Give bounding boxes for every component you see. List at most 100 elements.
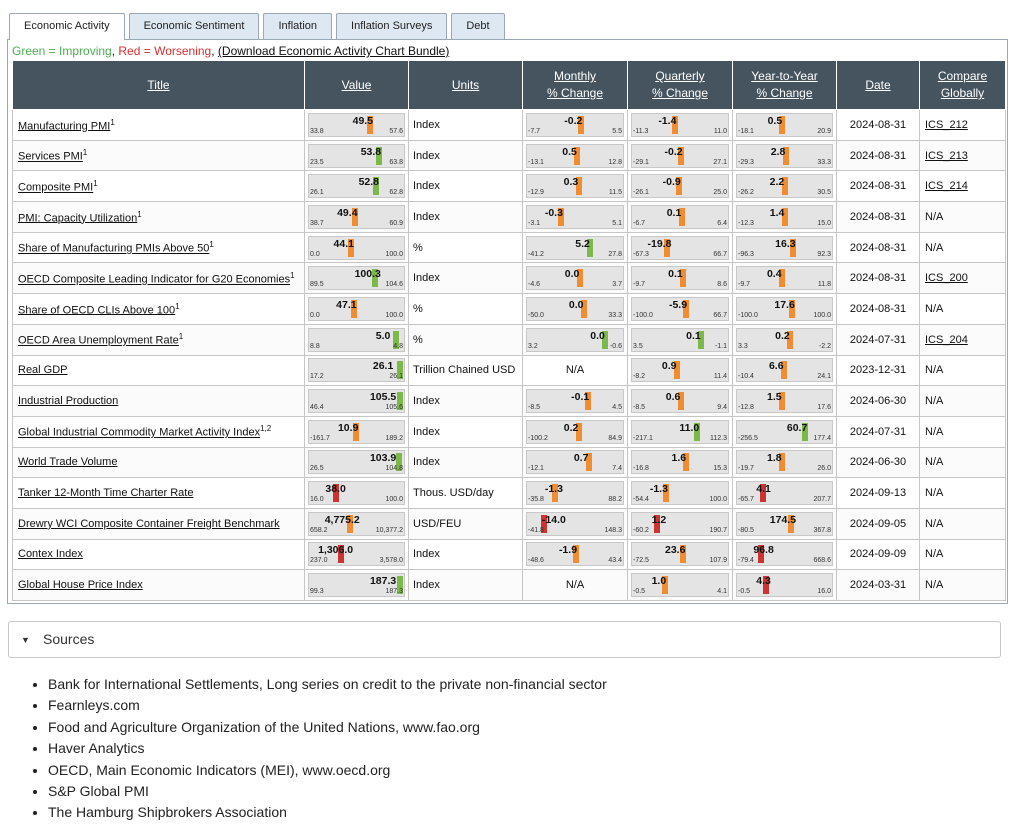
value-indicator-bar [337,545,344,564]
yty-sparkbar: 0.2 3.3 -2.2 [736,327,833,352]
value-range-min: 26.1 [310,189,324,197]
indicator-title-cell: Industrial Production [12,385,305,417]
units-cell: Trillion Chained USD [408,354,523,387]
header-monthly[interactable]: Monthly % Change [522,60,628,110]
yty-change-cell: 6.6 -10.4 24.1 [732,354,837,387]
yty-range-max: 33.3 [817,158,831,166]
value-range-max: 4.8 [393,342,403,350]
value-sparkbar: 4,775.2 658.2 10,377.2 [308,511,405,536]
quarterly-indicator-bar [676,177,683,196]
compare-globally-link[interactable]: ICS_204 [925,333,968,346]
yty-current-value: 2.2 [769,176,785,189]
download-chart-bundle-link[interactable]: (Download Economic Activity Chart Bundle… [217,44,450,58]
indicator-link[interactable]: Tanker 12-Month Time Charter Rate [18,487,194,500]
value-cell: 1,306.0 237.0 3,578.0 [304,538,409,571]
date-cell: 2024-06-30 [836,385,920,417]
header-title[interactable]: Title [12,60,305,110]
quarterly-change-cell: -19.8 -67.3 66.7 [627,231,733,264]
quarterly-current-value: -0.2 [664,145,683,158]
quarterly-change-cell: 1.2 -60.2 190.7 [627,507,733,540]
quarterly-indicator-bar [661,576,668,595]
compare-na: N/A [925,548,944,561]
value-range-max: 63.8 [389,158,403,166]
indicator-link[interactable]: Contex Index [18,548,83,561]
monthly-sparkbar: 0.7 -12.1 7.4 [526,450,624,475]
header-units[interactable]: Units [408,60,523,110]
indicator-link[interactable]: Drewry WCI Composite Container Freight B… [18,517,280,530]
indicator-link[interactable]: Services PMI [18,150,83,163]
quarterly-range-max: 100.0 [709,496,727,504]
quarterly-range-min: -0.5 [633,588,646,596]
compare-na: N/A [925,364,944,377]
value-cell: 52.8 26.1 62.8 [304,170,409,203]
yty-indicator-bar [789,238,796,257]
indicator-link[interactable]: Share of OECD CLIs Above 100 [18,304,176,317]
tab-economic-sentiment[interactable]: Economic Sentiment [128,13,260,39]
tab-debt[interactable]: Debt [451,13,505,39]
value-cell: 38.0 16.0 100.0 [304,477,409,509]
legend-separator-2: , [211,44,218,58]
yty-change-cell: 0.2 3.3 -2.2 [732,323,837,356]
header-units-label: Units [451,77,480,92]
indicator-link[interactable]: Share of Manufacturing PMIs Above 50 [18,242,210,255]
compare-globally-link[interactable]: ICS_212 [925,118,968,131]
value-sparkbar: 100.3 89.5 104.6 [308,266,405,291]
value-cell: 53.8 23.5 63.8 [304,139,409,172]
quarterly-current-value: 0.1 [686,329,701,342]
indicator-link[interactable]: Industrial Production [18,395,119,408]
quarterly-sparkbar: 0.9 -8.2 11.4 [631,358,729,383]
indicator-link[interactable]: Real GDP [18,364,68,377]
monthly-change-cell: -14.0 -41.8 148.3 [522,507,628,540]
compare-globally-link[interactable]: ICS_214 [925,180,968,193]
value-indicator-bar [346,514,353,533]
monthly-range-min: -48.6 [528,557,544,565]
quarterly-range-max: 107.9 [709,557,727,565]
indicator-title-cell: PMI: Capacity Utilization1 [12,201,305,233]
indicator-link[interactable]: Manufacturing PMI [18,120,111,133]
indicator-link[interactable]: Composite PMI [18,181,94,194]
value-indicator-bar [372,269,379,288]
compare-cell: N/A [919,507,1006,540]
monthly-current-value: -1.3 [544,483,563,496]
yty-indicator-bar [781,177,788,196]
monthly-indicator-bar [572,545,579,564]
compare-na: N/A [925,487,944,500]
value-range-max: 3,578.0 [379,557,403,565]
indicator-title-cell: World Trade Volume [12,446,305,479]
yty-range-max: 15.0 [817,219,831,227]
compare-cell: N/A [919,415,1006,448]
indicator-link[interactable]: World Trade Volume [18,456,118,469]
monthly-range-max: 84.9 [608,434,622,442]
indicator-link[interactable]: Global Industrial Commodity Market Activ… [18,427,261,440]
quarterly-sparkbar: 1.0 -0.5 4.1 [631,573,729,598]
value-sparkbar: 49.5 33.8 57.6 [308,112,405,137]
units-cell: Index [408,201,523,233]
indicator-link[interactable]: Global House Price Index [18,579,143,592]
indicator-link[interactable]: OECD Area Unemployment Rate [18,334,179,347]
date-cell: 2024-09-05 [836,507,920,540]
value-range-max: 26.1 [389,373,403,381]
header-quarterly[interactable]: Quarterly % Change [627,60,733,110]
table-row: Manufacturing PMI1 49.5 33.8 57.6 Index -0.2-… [12,109,1006,141]
tab-inflation[interactable]: Inflation [263,13,333,39]
compare-cell: ICS_204 [919,323,1006,356]
header-quarterly-line1: Quarterly [655,69,705,83]
compare-globally-link[interactable]: ICS_213 [925,149,968,162]
source-item: S&P Global PMI [48,781,607,802]
value-sparkbar: 10.9 -161.7 189.2 [308,419,405,444]
sources-accordion[interactable]: ▼ Sources [8,621,1001,658]
compare-globally-link[interactable]: ICS_200 [925,272,968,285]
header-date[interactable]: Date [836,60,920,110]
header-value[interactable]: Value [304,60,409,110]
value-range-min: 46.4 [310,404,324,412]
tab-inflation-surveys[interactable]: Inflation Surveys [336,13,448,39]
header-compare[interactable]: Compare Globally [919,60,1006,110]
quarterly-change-cell: 0.1 -6.7 6.4 [627,201,733,233]
indicator-link[interactable]: OECD Composite Leading Indicator for G20… [18,273,291,286]
tab-economic-activity[interactable]: Economic Activity [9,13,125,40]
quarterly-current-value: -0.9 [662,176,681,189]
value-cell: 100.3 89.5 104.6 [304,262,409,295]
indicator-link[interactable]: PMI: Capacity Utilization [18,212,138,225]
header-year-to-year[interactable]: Year-to-Year % Change [732,60,837,110]
value-range-min: 33.8 [310,127,324,135]
